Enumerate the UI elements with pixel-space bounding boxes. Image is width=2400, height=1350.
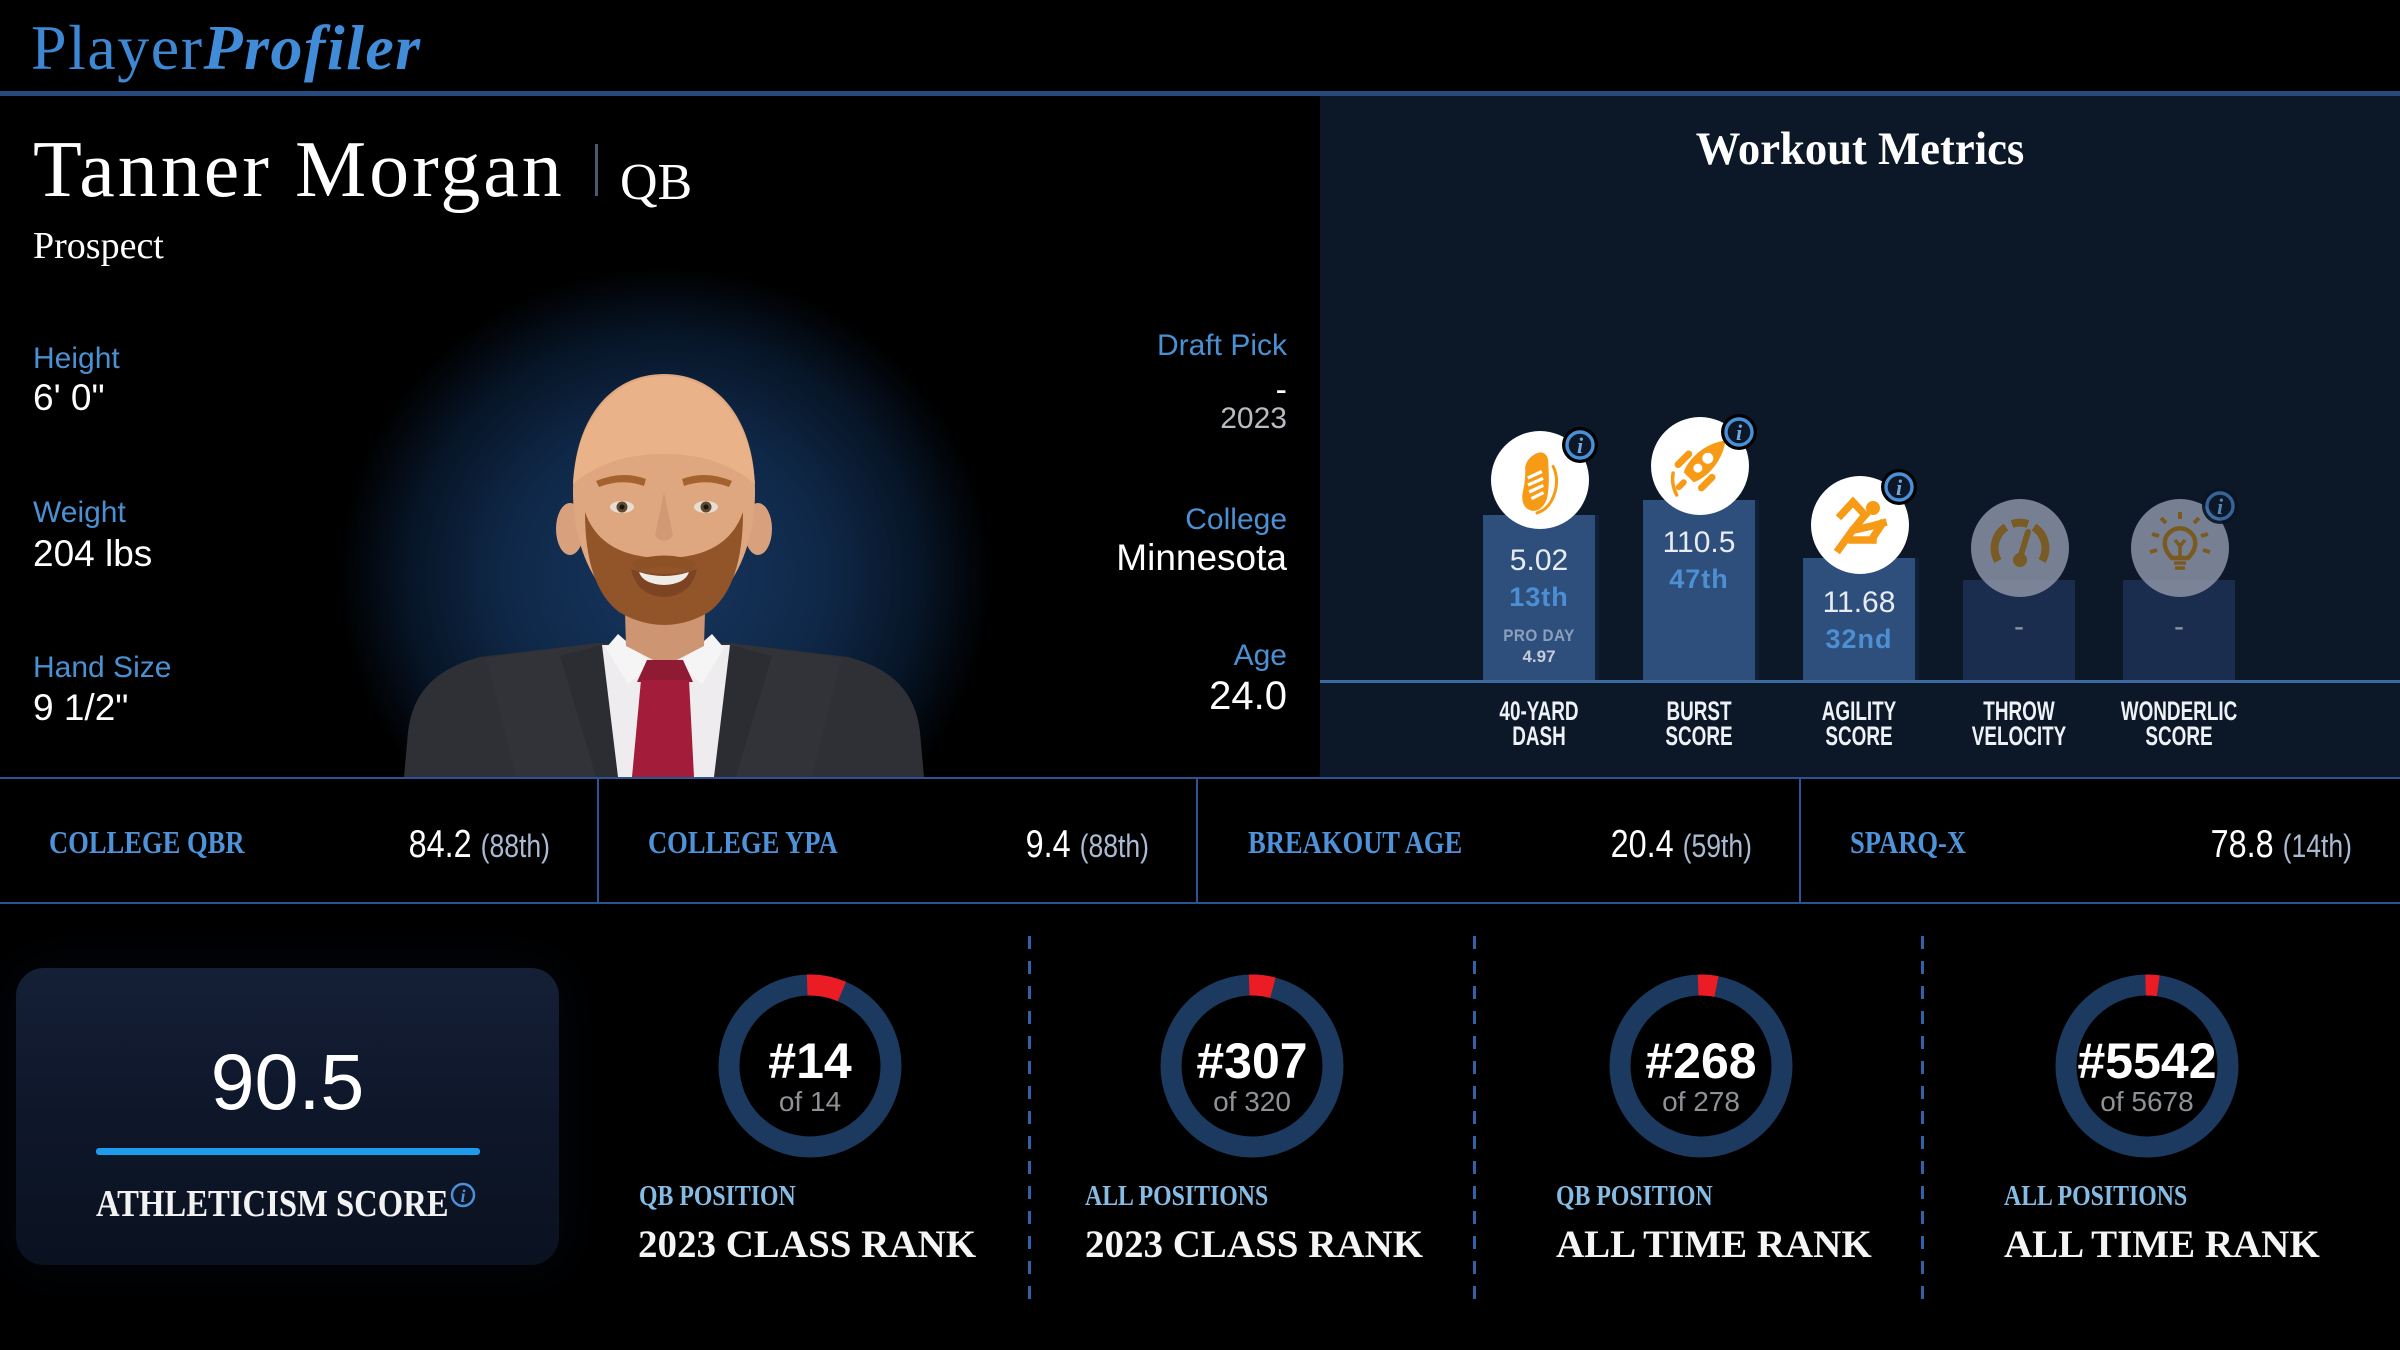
svg-text:i: i <box>2217 494 2224 519</box>
svg-text:i: i <box>1577 433 1584 458</box>
svg-text:i: i <box>460 1186 465 1206</box>
svg-text:i: i <box>1896 475 1903 500</box>
svg-text:i: i <box>1736 420 1743 445</box>
